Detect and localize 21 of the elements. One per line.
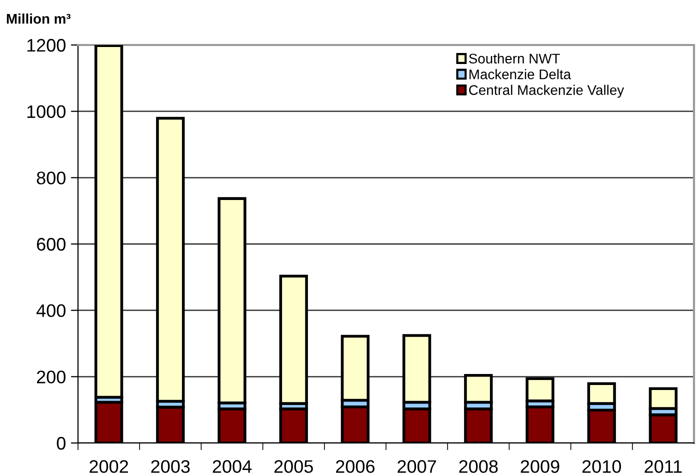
y-tick-label: 800: [36, 172, 66, 184]
y-tick-label: 0: [56, 436, 66, 450]
x-tick-label: 2010: [582, 460, 621, 473]
y-tick-label: 1200: [27, 38, 66, 52]
y-axis-title: Million m³: [6, 14, 71, 24]
legend-label: Central Mackenzie Valley: [469, 84, 624, 98]
y-tick-label: 200: [36, 370, 66, 384]
legend-label: Southern NWT: [469, 53, 560, 64]
x-tick-label: 2002: [90, 460, 128, 473]
x-tick-label: 2007: [398, 460, 436, 473]
x-tick-label: 2008: [459, 460, 498, 473]
x-tick-label: 2011: [644, 460, 682, 473]
y-tick-label: 1000: [27, 105, 66, 118]
x-tick-label: 2006: [336, 460, 374, 473]
x-tick-label: 2004: [212, 460, 252, 473]
x-tick-label: 2009: [520, 460, 560, 473]
x-tick-label: 2003: [151, 460, 190, 473]
y-tick-label: 400: [36, 304, 66, 318]
y-tick-label: 600: [36, 238, 66, 251]
x-tick-label: 2005: [274, 460, 313, 473]
legend-label: Mackenzie Delta: [470, 69, 572, 80]
